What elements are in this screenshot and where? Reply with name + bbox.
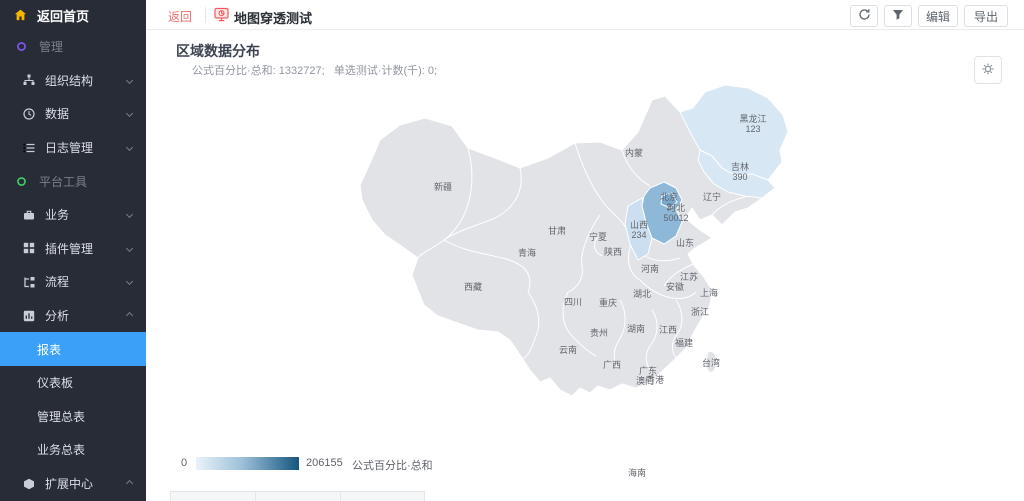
- chevron-down-icon: [125, 144, 134, 152]
- legend-max: 206155: [306, 457, 343, 469]
- sidebar-item-label: 管理总表: [37, 409, 86, 424]
- refresh-button[interactable]: [850, 5, 878, 27]
- sidebar-item-label: 组织结构: [45, 73, 94, 88]
- chart-icon: [22, 309, 35, 322]
- sidebar-item-label: 数据: [45, 107, 70, 122]
- sidebar-item-label: 仪表板: [37, 376, 74, 391]
- dashboard-screen-icon: [214, 7, 229, 27]
- topbar: 返回 地图穿透测试 编辑 导出: [146, 0, 1024, 30]
- list-icon: [22, 141, 35, 154]
- table-header-cell: [170, 491, 255, 501]
- sidebar-item-报表[interactable]: 报表: [0, 332, 146, 366]
- sidebar-item-日志管理[interactable]: 日志管理: [0, 131, 146, 165]
- chevron-down-icon: [125, 110, 134, 118]
- chevron-down-icon: [125, 244, 134, 252]
- chevron-up-icon: [125, 479, 134, 488]
- sidebar-item-插件管理[interactable]: 插件管理: [0, 232, 146, 266]
- sidebar-item-label: 扩展中心: [45, 477, 94, 492]
- funnel-icon: [892, 9, 904, 24]
- expand-icon: [22, 477, 35, 490]
- sidebar-item-label: 报表: [37, 342, 62, 357]
- sidebar-item-数据[interactable]: 数据: [0, 97, 146, 131]
- clock-icon: [22, 107, 35, 120]
- filter-button[interactable]: [884, 5, 912, 27]
- sidebar-item-分析[interactable]: 分析: [0, 299, 146, 333]
- legend-min: 0: [181, 457, 188, 469]
- legend-gradient-bar[interactable]: [196, 457, 299, 470]
- topbar-divider: [205, 7, 206, 23]
- sidebar-item-管理[interactable]: 管理: [0, 30, 146, 64]
- gear-icon: [981, 62, 995, 79]
- table-header-cell: [340, 491, 425, 501]
- purple-ring-icon: [15, 40, 28, 53]
- sidebar-item-业务总表[interactable]: 业务总表: [0, 433, 146, 467]
- home-icon: [14, 9, 27, 22]
- data-table-header: [170, 491, 425, 501]
- org-icon: [22, 74, 35, 87]
- chart-title: 区域数据分布: [176, 43, 260, 59]
- chart-settings-button[interactable]: [974, 56, 1002, 84]
- sidebar-home-button[interactable]: 返回首页: [0, 0, 146, 30]
- page-title: 地图穿透测试: [234, 11, 313, 26]
- sidebar-item-平台工具[interactable]: 平台工具: [0, 164, 146, 198]
- briefcase-icon: [22, 208, 35, 221]
- flow-icon: [22, 275, 35, 288]
- sidebar-item-label: 插件管理: [45, 241, 94, 256]
- sidebar-nav: 管理组织结构数据日志管理平台工具业务插件管理流程分析报表仪表板管理总表业务总表扩…: [0, 30, 146, 500]
- chevron-down-icon: [125, 211, 134, 219]
- chart-subtitle: 公式百分比·总和: 1332727; 单选测试·计数(千): 0;: [192, 65, 438, 77]
- sidebar-home-label: 返回首页: [37, 8, 90, 24]
- chevron-down-icon: [125, 278, 134, 286]
- sidebar-item-仪表板[interactable]: 仪表板: [0, 366, 146, 400]
- back-link[interactable]: 返回: [168, 10, 193, 24]
- sidebar: 返回首页 管理组织结构数据日志管理平台工具业务插件管理流程分析报表仪表板管理总表…: [0, 0, 146, 501]
- sidebar-item-label: 日志管理: [45, 141, 94, 156]
- sidebar-item-label: 业务总表: [37, 443, 86, 458]
- sidebar-item-业务[interactable]: 业务: [0, 198, 146, 232]
- sidebar-item-组织结构[interactable]: 组织结构: [0, 64, 146, 98]
- sidebar-item-label: 分析: [45, 309, 70, 324]
- green-ring-icon: [15, 175, 28, 188]
- chevron-down-icon: [125, 76, 134, 84]
- china-map[interactable]: [330, 80, 830, 490]
- sidebar-item-label: 业务: [45, 208, 70, 223]
- table-header-cell: [255, 491, 340, 501]
- edit-button[interactable]: 编辑: [918, 5, 958, 27]
- sidebar-item-label: 管理: [39, 40, 64, 55]
- sidebar-item-流程[interactable]: 流程: [0, 265, 146, 299]
- sidebar-item-label: 流程: [45, 275, 70, 290]
- grid-icon: [22, 242, 35, 255]
- refresh-icon: [858, 8, 871, 24]
- export-button[interactable]: 导出: [964, 5, 1008, 27]
- legend-series-label: 公式百分比·总和: [352, 460, 433, 472]
- sidebar-item-扩展中心[interactable]: 扩展中心: [0, 467, 146, 501]
- chevron-up-icon: [125, 312, 134, 320]
- sidebar-item-label: 平台工具: [39, 174, 88, 189]
- sidebar-item-管理总表[interactable]: 管理总表: [0, 400, 146, 434]
